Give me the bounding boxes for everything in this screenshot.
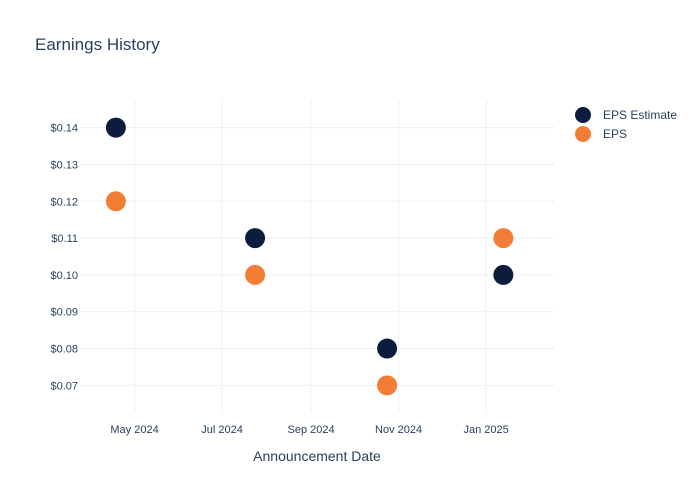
x-tick-label: Nov 2024 [375,424,422,436]
y-tick-label: $0.09 [50,307,78,319]
legend-marker-eps-estimate [575,107,591,123]
y-tick-label: $0.08 [50,344,78,356]
eps-point [245,264,266,285]
y-tick-label: $0.14 [50,123,78,135]
y-tick-label: $0.13 [50,159,78,171]
chart-title: Earnings History [35,35,160,54]
x-tick-label: May 2024 [110,424,158,436]
legend-label-eps: EPS [603,127,627,141]
eps-point [493,228,514,249]
eps-point [377,375,398,396]
data-points [105,117,514,396]
eps-estimate-point [377,338,398,359]
legend: EPS Estimate EPS [575,107,677,142]
y-tick-label: $0.12 [50,196,78,208]
x-tick-label: Sep 2024 [287,424,334,436]
x-tick-label: Jan 2025 [463,424,508,436]
x-tick-labels: May 2024 Jul 2024 Sep 2024 Nov 2024 Jan 2025 [110,424,508,436]
y-tick-label: $0.07 [50,380,78,392]
y-tick-label: $0.10 [50,270,78,282]
x-tick-label: Jul 2024 [201,424,243,436]
y-tick-labels: $0.07 $0.08 $0.09 $0.10 $0.11 $0.12 $0.13 $0.14 [50,123,78,393]
y-tick-label: $0.11 [51,233,78,245]
x-axis-title: Announcement Date [253,448,381,464]
eps-estimate-point [493,264,514,285]
eps-estimate-point [245,228,266,249]
grid-layer [80,100,555,413]
legend-label-eps-estimate: EPS Estimate [603,108,677,122]
legend-marker-eps [575,126,591,142]
eps-estimate-point [105,117,126,138]
eps-point [105,191,126,212]
